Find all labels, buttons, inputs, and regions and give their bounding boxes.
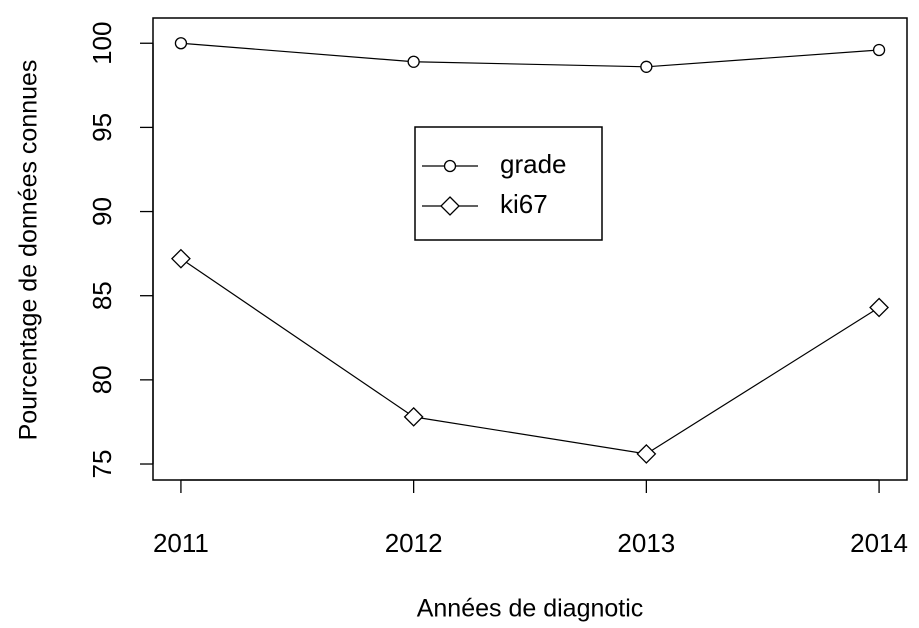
x-tick-label: 2014 [850, 528, 908, 558]
point-marker [171, 248, 191, 269]
x-tick-label: 2011 [153, 528, 209, 558]
y-tick-label: 90 [87, 197, 117, 226]
legend-label: grade [500, 149, 567, 179]
series-line [180, 42, 880, 68]
y-tick-label: 80 [87, 365, 117, 394]
y-tick-label: 95 [87, 113, 117, 142]
y-tick-label: 85 [87, 281, 117, 310]
x-tick-label: 2013 [617, 528, 675, 558]
point-marker [640, 60, 653, 73]
legend-box [414, 126, 603, 241]
point-marker [407, 55, 420, 68]
series-line [180, 258, 880, 455]
point-marker [440, 196, 460, 216]
legend-label: ki67 [500, 189, 548, 219]
y-tick-label: 100 [87, 22, 117, 65]
point-marker [872, 43, 886, 57]
point-marker [636, 443, 657, 464]
y-axis-title: Pourcentage de données connues [15, 60, 43, 441]
x-tick-label: 2012 [385, 528, 443, 558]
point-marker [443, 159, 457, 173]
y-tick-label: 75 [87, 450, 117, 479]
plot-box [152, 17, 908, 481]
point-marker [403, 406, 424, 427]
x-axis-title: Années de diagnotic [417, 595, 644, 623]
point-marker [869, 297, 889, 318]
point-marker [174, 37, 188, 50]
